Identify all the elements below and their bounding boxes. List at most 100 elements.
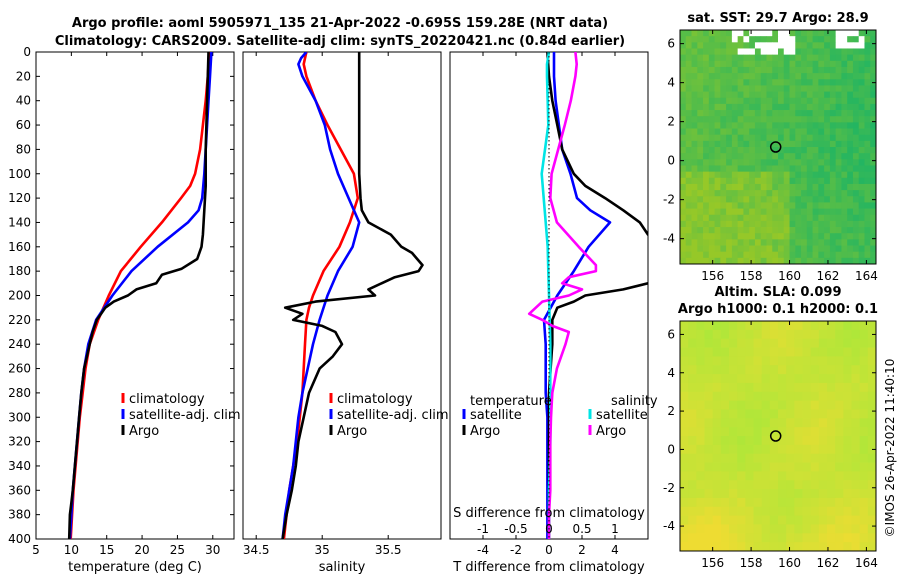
sla_map-cell [769,453,779,463]
sst_map-cell [754,30,762,37]
sla_map-cell [818,321,828,331]
sst_map-cell [835,165,842,173]
sst_map-cell [852,153,860,160]
sst_map-cell [726,196,733,203]
sst_map-cell [708,85,715,92]
sst_map-cell [691,220,698,228]
sst_map-cell [697,171,704,179]
sla_map-cell [802,533,812,543]
sst_map-cell [731,122,739,129]
sla_map-cell [851,497,861,508]
sst_map-cell [749,227,756,234]
sst_map-cell [720,116,727,123]
sla_map-cell [688,382,697,393]
sla_map-cell [867,321,877,331]
sst_map-cell [824,116,831,123]
sst_map-cell [731,36,739,43]
sst_map-cell [870,202,877,209]
sst_map-cell [726,110,733,117]
sst_map-cell [795,147,802,154]
sst_map-cell [760,85,767,92]
sla_map-cell [761,497,771,508]
sst_map-cell [789,214,796,222]
sla_map-cell [712,400,722,410]
sst_map-cell [749,208,756,216]
sst_map-cell [783,54,790,62]
sla_map-cell [720,329,730,340]
sst_map-cell [795,85,802,92]
sla_map-cell [712,542,722,552]
sst_map-cell [720,73,727,80]
sst_map-cell [835,103,842,111]
sla_map-cell [810,427,820,437]
sst_map-cell [697,73,704,80]
sst_map-cell [726,165,733,173]
sla_map-cell [737,453,746,463]
sst_map-cell [812,214,819,222]
sst_map-cell [731,227,739,234]
temperature-ytick-label: 40 [16,94,31,108]
sst_map-cell [697,140,704,148]
sst_map-cell [847,257,854,265]
sla_map-cell [835,427,844,437]
sla_map-cell [835,480,844,490]
sst_map-cell [680,190,687,197]
sst_map-cell [685,134,692,142]
sst_map-cell [847,208,854,216]
sla_map-cell [720,436,730,446]
sla_map-cell [688,515,697,525]
sla_map-cell [769,391,779,402]
sst_map-cell [789,110,796,117]
sla_map-cell [810,418,820,428]
sst_map-cell [766,165,773,173]
sst_map-cell [829,103,837,111]
sla_map-cell [704,391,714,402]
sla_map-cell [835,321,844,331]
sla_map-cell [720,338,730,348]
sla_map-cell [761,471,771,481]
sst_map-cell [852,134,860,142]
difference-series-group [527,52,648,539]
sst_map-cell [691,171,698,179]
sst_map-cell [806,103,813,111]
sla_map-cell [794,453,803,463]
sst_map-cell [847,122,854,129]
sst_map-cell [708,116,715,123]
temperature-ytick-label: 100 [8,167,31,181]
sst_map-cell [720,140,727,148]
sst_map-cell [754,245,762,253]
sst_map-cell [870,165,877,173]
sst_map-cell [731,171,739,179]
sla_map-cell [802,329,812,340]
sla_map-cell [827,391,836,402]
sla_map-cell [753,436,763,446]
sst_map-cell [818,171,825,179]
sst_map-cell [772,140,779,148]
sla_map-cell [761,489,771,499]
sst_map-cell [852,171,860,179]
sla_map-cell [843,409,852,419]
sst_map-cell [829,196,837,203]
salinity-xtick-label: 35.5 [375,543,402,557]
sst_map-cell [852,183,860,191]
sst_map-cell [824,220,831,228]
sst_map-cell [766,190,773,197]
sst_map-cell [697,220,704,228]
sst_map-cell [691,110,698,117]
sst_map-cell [795,60,802,68]
sst_map-cell [737,233,744,240]
sla_map-cell [859,321,869,331]
sla_map-cell [851,515,861,525]
sst_map-cell [697,54,704,62]
sst_map-cell [812,251,819,259]
sst_map-cell [818,73,825,80]
sst_map-cell [737,147,744,154]
sst_map-cell [737,159,744,166]
sla_map-cell [851,374,861,384]
sla_map-cell [688,497,697,508]
sst_map-cell [824,54,831,62]
sla_map-cell [835,444,844,455]
sst_map-cell [760,183,767,191]
sla_map-cell [761,347,771,357]
sst_map-cell [801,79,808,86]
